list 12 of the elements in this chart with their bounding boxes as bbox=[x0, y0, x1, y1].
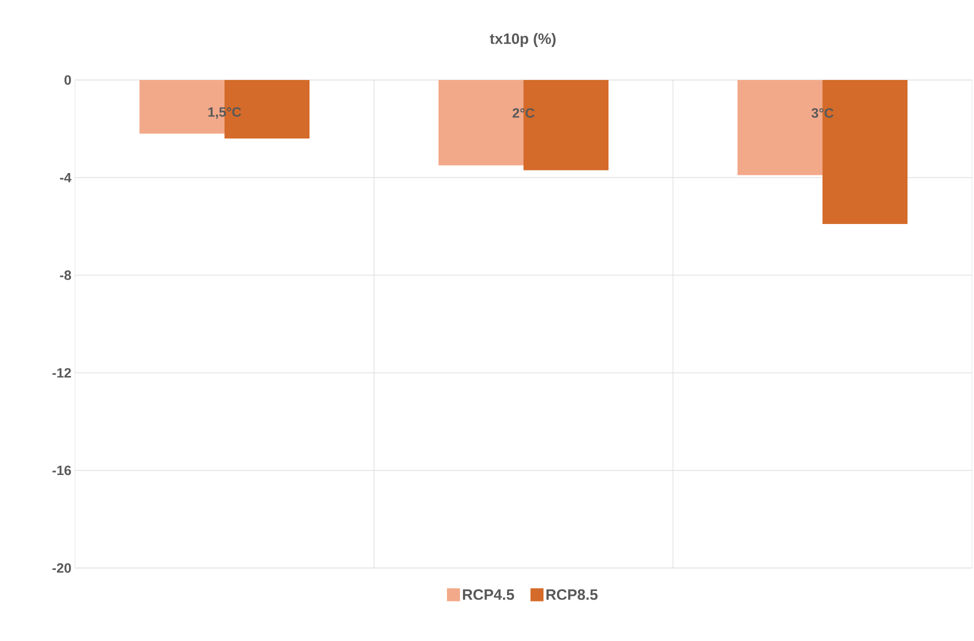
x-tick-label: 3°C bbox=[811, 108, 834, 118]
y-tick-label: -4 bbox=[60, 172, 72, 182]
y-tick-label: -12 bbox=[52, 368, 71, 378]
y-tick-label: 0 bbox=[64, 75, 71, 85]
legend-label: RCP8.5 bbox=[546, 589, 598, 600]
chart-title: tx10p (%) bbox=[490, 33, 556, 47]
x-tick-label: 2°C bbox=[512, 108, 534, 118]
y-tick-label: -16 bbox=[52, 466, 71, 476]
y-tick-label: -20 bbox=[52, 563, 71, 573]
x-tick-label: 1,5°C bbox=[208, 107, 242, 119]
y-tick-label: -8 bbox=[60, 270, 72, 280]
legend-label: RCP4.5 bbox=[462, 589, 514, 600]
